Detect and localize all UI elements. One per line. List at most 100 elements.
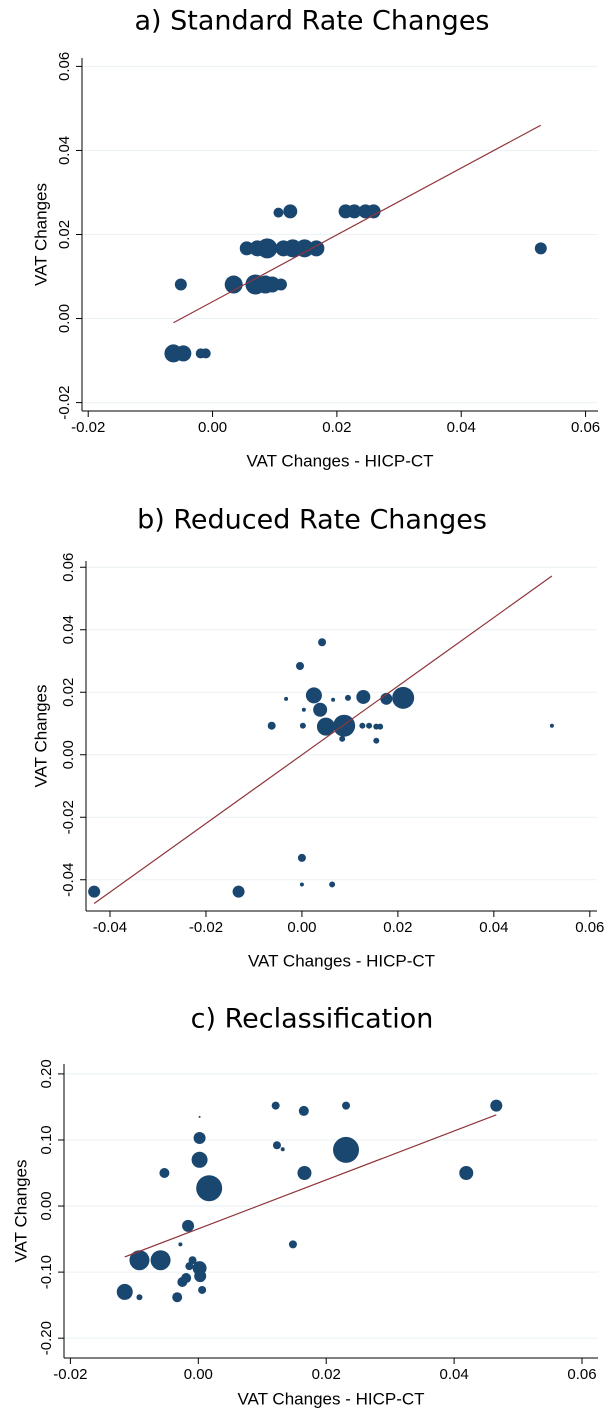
bubble xyxy=(295,662,304,670)
y-tick-label: 0.06 xyxy=(60,553,77,582)
fit-line xyxy=(93,575,553,904)
bubble xyxy=(129,1250,150,1271)
bubble xyxy=(329,881,336,888)
bubble xyxy=(191,1151,208,1168)
bubble xyxy=(377,723,384,730)
x-tick-label: 0.06 xyxy=(571,419,600,436)
bubble xyxy=(178,1242,183,1247)
fit-line xyxy=(124,1114,497,1258)
bubble xyxy=(200,348,211,359)
bubble xyxy=(283,204,298,219)
y-tick-label: 0.00 xyxy=(56,304,73,333)
bubble xyxy=(534,242,547,255)
chart-title: b) Reduced Rate Changes xyxy=(137,505,487,536)
bubble xyxy=(257,238,278,259)
y-tick-label: 0.02 xyxy=(56,220,73,249)
y-tick-label: 0.00 xyxy=(38,1191,55,1220)
x-tick-label: 0.00 xyxy=(287,919,316,936)
bubble xyxy=(198,1285,207,1294)
y-axis-label: VAT Changes xyxy=(31,684,50,787)
bubble xyxy=(273,207,284,218)
y-tick-label: 0.20 xyxy=(38,1059,55,1088)
x-tick-label: 0.02 xyxy=(312,1366,341,1383)
bubble xyxy=(267,721,276,730)
bubble xyxy=(198,1115,201,1118)
bubble xyxy=(333,1136,360,1163)
y-tick-label: -0.20 xyxy=(38,1321,55,1355)
fit-line xyxy=(173,124,542,324)
bubble xyxy=(299,882,304,887)
bubble xyxy=(174,278,187,291)
bubble xyxy=(297,1166,312,1181)
bubble xyxy=(339,735,346,742)
bubble xyxy=(172,1292,183,1303)
x-tick-label: -0.02 xyxy=(189,919,223,936)
bubble xyxy=(366,204,381,219)
bubble xyxy=(181,1273,192,1284)
y-tick-label: -0.10 xyxy=(38,1255,55,1289)
bubble xyxy=(150,1250,171,1271)
bubble xyxy=(299,722,306,729)
bubble xyxy=(272,1141,281,1150)
bubble xyxy=(232,885,245,898)
x-tick-label: 0.04 xyxy=(447,419,476,436)
bubble xyxy=(264,276,281,293)
bubble xyxy=(298,1105,309,1116)
bubble xyxy=(305,687,322,704)
bubble xyxy=(193,1131,206,1144)
bubble xyxy=(274,278,287,291)
y-axis-label: VAT Changes xyxy=(31,183,50,286)
bubble xyxy=(459,1166,474,1181)
bubble xyxy=(284,696,289,701)
bubble xyxy=(333,714,356,737)
bubble xyxy=(280,1147,285,1152)
bubble xyxy=(313,702,328,717)
bubble xyxy=(366,722,373,729)
bubble xyxy=(380,692,393,705)
x-axis-label: VAT Changes - HICP-CT xyxy=(246,451,433,470)
bubble xyxy=(392,686,415,709)
bubble xyxy=(297,853,306,862)
bubble xyxy=(188,1256,197,1265)
x-tick-label: 0.02 xyxy=(383,919,412,936)
bubble xyxy=(116,1283,133,1300)
y-tick-label: 0.06 xyxy=(56,52,73,81)
bubble xyxy=(342,1101,351,1110)
bubble xyxy=(194,1270,207,1283)
chart-title: c) Reclassification xyxy=(191,1004,434,1035)
bubble xyxy=(136,1294,143,1301)
y-axis-label: VAT Changes xyxy=(11,1159,30,1262)
bubble xyxy=(359,722,366,729)
bubble xyxy=(295,239,314,258)
y-tick-label: -0.02 xyxy=(60,800,77,834)
bubble xyxy=(185,1262,194,1271)
bubble xyxy=(316,717,335,736)
bubble xyxy=(182,1219,195,1232)
bubble xyxy=(271,1101,280,1110)
bubble xyxy=(88,885,101,898)
bubble xyxy=(159,1168,170,1179)
y-tick-label: 0.02 xyxy=(60,678,77,707)
x-tick-label: 0.06 xyxy=(575,919,604,936)
bubble xyxy=(331,697,336,702)
bubble xyxy=(344,694,351,701)
x-tick-label: 0.04 xyxy=(440,1366,469,1383)
bubble xyxy=(373,737,380,744)
bubble xyxy=(224,275,243,294)
x-tick-label: -0.02 xyxy=(53,1366,87,1383)
bubble xyxy=(318,638,327,647)
y-tick-label: 0.04 xyxy=(60,615,77,644)
x-axis-label: VAT Changes - HICP-CT xyxy=(248,951,435,970)
x-tick-label: -0.04 xyxy=(93,919,127,936)
bubble xyxy=(175,345,192,362)
y-tick-label: -0.02 xyxy=(56,385,73,419)
x-tick-label: -0.02 xyxy=(71,419,105,436)
bubble xyxy=(549,723,554,728)
y-tick-label: 0.04 xyxy=(56,136,73,165)
bubble xyxy=(490,1099,503,1112)
x-tick-label: 0.00 xyxy=(198,419,227,436)
y-tick-label: 0.10 xyxy=(38,1125,55,1154)
bubble xyxy=(347,204,362,219)
bubble xyxy=(356,689,371,704)
